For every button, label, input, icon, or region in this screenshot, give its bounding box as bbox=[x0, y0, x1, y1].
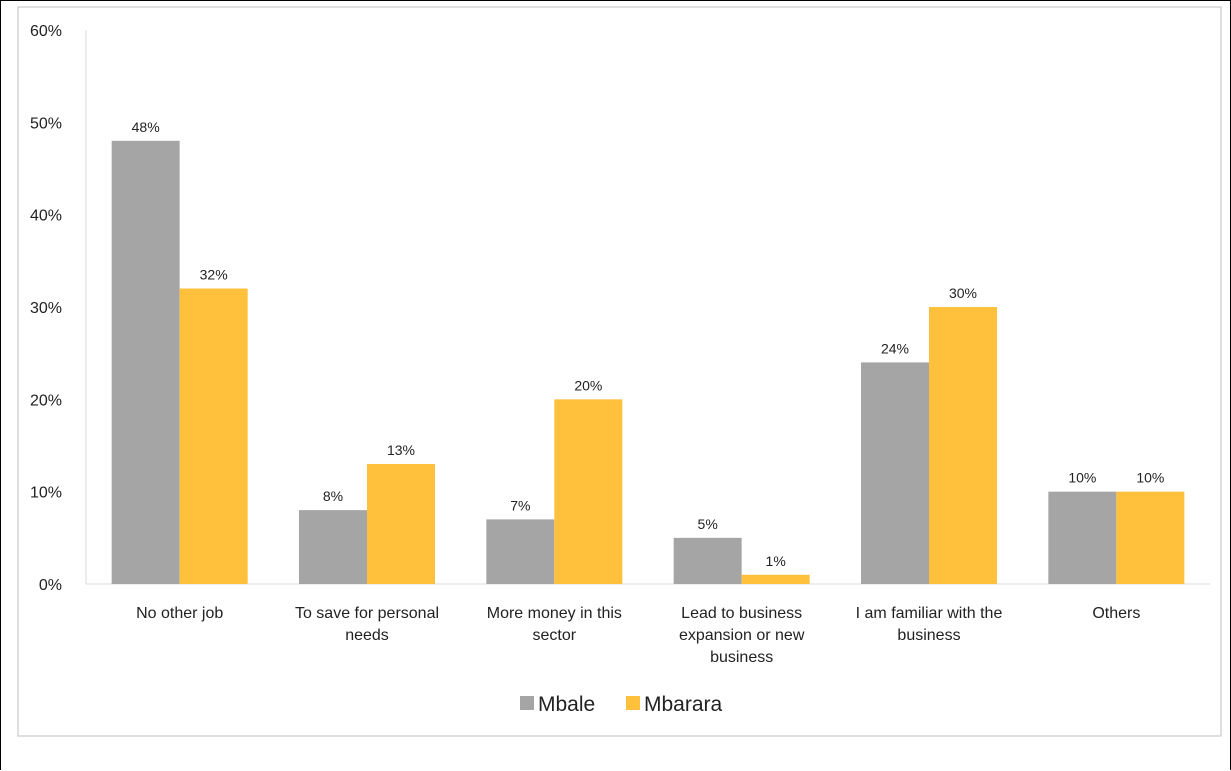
data-label: 8% bbox=[323, 488, 343, 504]
data-labels: 48% 32% 8% 13% 7% 20% 5% 1% 24% 30% 10% 10% bbox=[132, 119, 1165, 569]
bar-mbarara bbox=[1116, 491, 1185, 584]
data-label: 10% bbox=[1068, 470, 1096, 486]
data-label: 1% bbox=[766, 553, 786, 569]
data-label: 7% bbox=[510, 497, 530, 513]
category-labels: No other job To save for personal needs Mor… bbox=[136, 605, 1140, 666]
bar-mbarara bbox=[179, 288, 248, 584]
bar-mbale bbox=[1048, 491, 1117, 584]
data-label: 5% bbox=[698, 516, 718, 532]
y-tick-label: 30% bbox=[30, 300, 62, 317]
data-label: 20% bbox=[574, 377, 602, 393]
data-label: 48% bbox=[132, 119, 160, 135]
bar-mbarara bbox=[554, 399, 623, 584]
data-label: 30% bbox=[949, 285, 977, 301]
bar-mbarara bbox=[929, 307, 997, 584]
bar-mbarara bbox=[367, 463, 435, 584]
y-tick-label: 10% bbox=[30, 485, 62, 502]
bar-mbale bbox=[111, 140, 180, 585]
bar-mbarara bbox=[741, 574, 810, 584]
category-label: Lead to business expansion or new business bbox=[679, 605, 805, 666]
legend-swatch-mbarara bbox=[626, 696, 640, 710]
y-tick-label: 60% bbox=[30, 23, 62, 40]
data-label: 32% bbox=[200, 267, 228, 283]
y-tick-label: 20% bbox=[30, 392, 62, 409]
data-label: 10% bbox=[1136, 470, 1164, 486]
category-label: I am familiar with the business bbox=[856, 605, 1003, 644]
bars bbox=[111, 140, 1185, 585]
bar-mbale bbox=[673, 537, 742, 584]
legend-swatch-mbale bbox=[520, 696, 534, 710]
bar-mbale bbox=[861, 362, 929, 584]
category-label: Others bbox=[1092, 605, 1140, 622]
bar-mbale bbox=[299, 510, 367, 584]
category-label: To save for personal needs bbox=[295, 605, 439, 644]
legend-label-mbarara: Mbarara bbox=[644, 693, 723, 716]
legend: Mbale Mbarara bbox=[520, 693, 723, 716]
data-label: 13% bbox=[387, 442, 415, 458]
y-tick-label: 40% bbox=[30, 208, 62, 225]
y-tick-label: 50% bbox=[30, 115, 62, 132]
category-label: No other job bbox=[136, 605, 223, 622]
legend-label-mbale: Mbale bbox=[538, 693, 595, 716]
category-label: More money in this sector bbox=[487, 605, 622, 644]
y-axis-ticks: 0% 10% 20% 30% 40% 50% 60% bbox=[30, 23, 62, 594]
bar-mbale bbox=[486, 519, 555, 584]
data-label: 24% bbox=[881, 340, 909, 356]
y-tick-label: 0% bbox=[39, 577, 62, 594]
